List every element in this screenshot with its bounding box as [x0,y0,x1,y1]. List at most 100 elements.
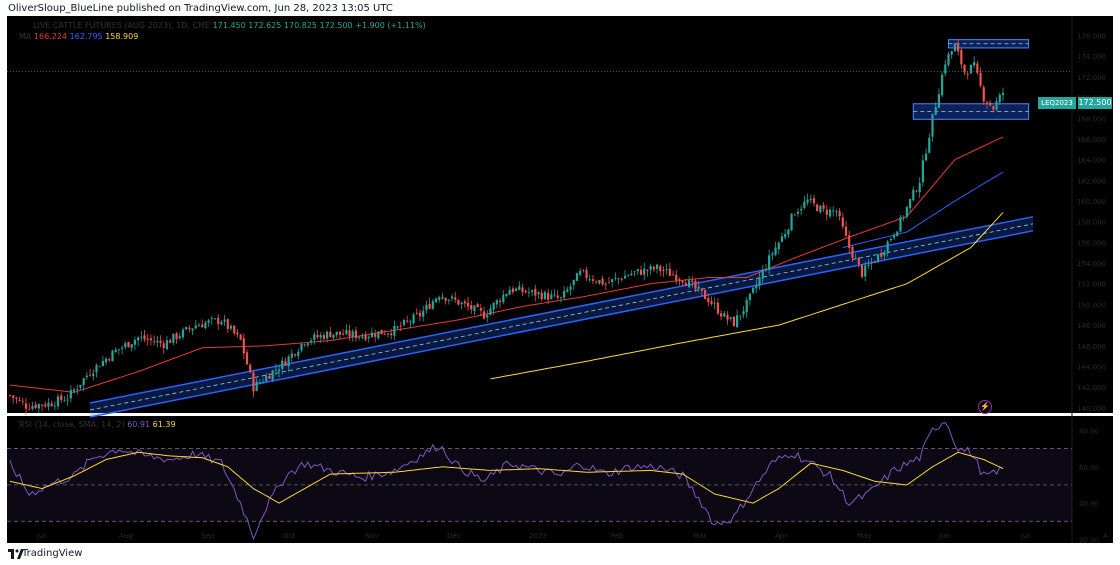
candle-body [12,395,15,399]
candle-body [668,268,671,276]
candle-body [178,336,181,338]
candle-body [611,279,614,283]
candle-body [851,246,854,258]
candle-body [428,303,431,309]
candle-body [601,278,604,285]
candle-body [188,327,191,329]
candle-body [745,300,748,313]
change-value: +1.900 (+1.11%) [355,21,426,30]
candle-body [928,137,931,153]
x-tick-label: A [1103,532,1108,540]
candle-body [969,64,973,74]
candle-body [924,153,928,161]
candle-body [694,280,697,289]
candle-body [242,338,245,354]
candle-body [812,198,816,204]
chart-panel[interactable]: 140.000 142.000 144.000 146.000 148.000 150.0… [7,16,1113,543]
candle-body [239,334,242,340]
pane-separator [7,413,1113,416]
candle-body [40,404,44,406]
ma-mid-value: 162.795 [69,32,103,41]
ma-legend: MA 166.224 162.795 158.909 [19,32,138,41]
candle-body [675,274,678,281]
candle-body [133,339,137,345]
candle-body [169,340,172,343]
candle-body [880,253,883,257]
candle-body [24,403,28,409]
indicator-icon[interactable]: ⚡ [978,400,992,414]
candle-body [825,209,828,215]
candle-body [358,336,361,338]
candle-body [194,325,197,329]
x-tick-label: Dec [447,532,461,540]
candle-body [639,269,643,275]
rsi-legend: RSI (14, close, SMA, 14, 2) 60.91 61.39 [19,420,176,429]
zone-layer [912,39,1030,120]
candle-body [28,408,31,410]
candle-body [719,313,723,317]
candle-body [707,298,710,303]
candle-body [723,313,726,317]
rsi-label: RSI (14, close, SMA, 14, 2) [19,420,125,429]
x-tick-label: Mar [693,532,706,540]
candle-body [588,279,591,281]
candle-body [415,312,418,314]
candle-body [678,279,681,281]
candle-body [351,331,354,337]
candle-body [963,64,966,73]
candle-body [784,234,787,238]
rsi-layer [9,422,1004,541]
candle-body [992,106,995,110]
candle-body [623,275,627,279]
candle-body [729,317,732,319]
candle-body [479,307,482,311]
y-tick-label: 146.000 [1077,343,1106,351]
candle-body [732,316,736,327]
candle-body [274,369,277,371]
candle-body [844,226,848,236]
y-tick-label: 160.000 [1077,198,1106,206]
candle-body [819,205,822,213]
x-tick-label: Jun [938,532,950,540]
candle-body [646,269,649,271]
candle-body [659,266,662,271]
candle-body [915,190,918,192]
candle-body [591,279,595,281]
candle-body [175,333,178,340]
candle-body [329,331,332,338]
ma-fast-value: 166.224 [33,32,68,41]
candle-body [489,308,492,315]
candle-body [338,331,342,335]
candle-body [434,298,438,303]
candle-body [431,301,434,309]
candle-body [207,320,210,323]
candle-body [912,189,915,201]
candle-body [409,321,412,323]
candle-body [979,72,982,86]
candle-body [931,113,934,137]
candle-body [985,102,989,104]
candle-body [316,335,319,338]
candle-body [418,312,422,317]
candle-body [620,278,623,280]
candle-body [902,217,905,218]
candle-body [700,288,703,291]
candle-body [31,405,34,409]
candle-body [809,198,812,201]
candle-body [780,236,784,242]
candle-body [889,238,892,241]
candle-body [643,268,646,275]
candle-body [143,335,146,340]
candle-body [547,292,550,300]
candle-body [271,370,274,381]
candle-body [742,311,745,315]
rsi-tick-label: 40.00 [1079,500,1099,508]
chart-canvas[interactable]: 140.000 142.000 144.000 146.000 148.000 150.0… [7,16,1113,543]
candle-body [857,257,860,265]
candle-body [947,54,950,65]
candle-body [995,101,998,110]
candle-body [771,253,774,256]
candle-body [582,269,585,271]
trend-channel [90,216,1033,417]
candle-body [867,265,870,266]
